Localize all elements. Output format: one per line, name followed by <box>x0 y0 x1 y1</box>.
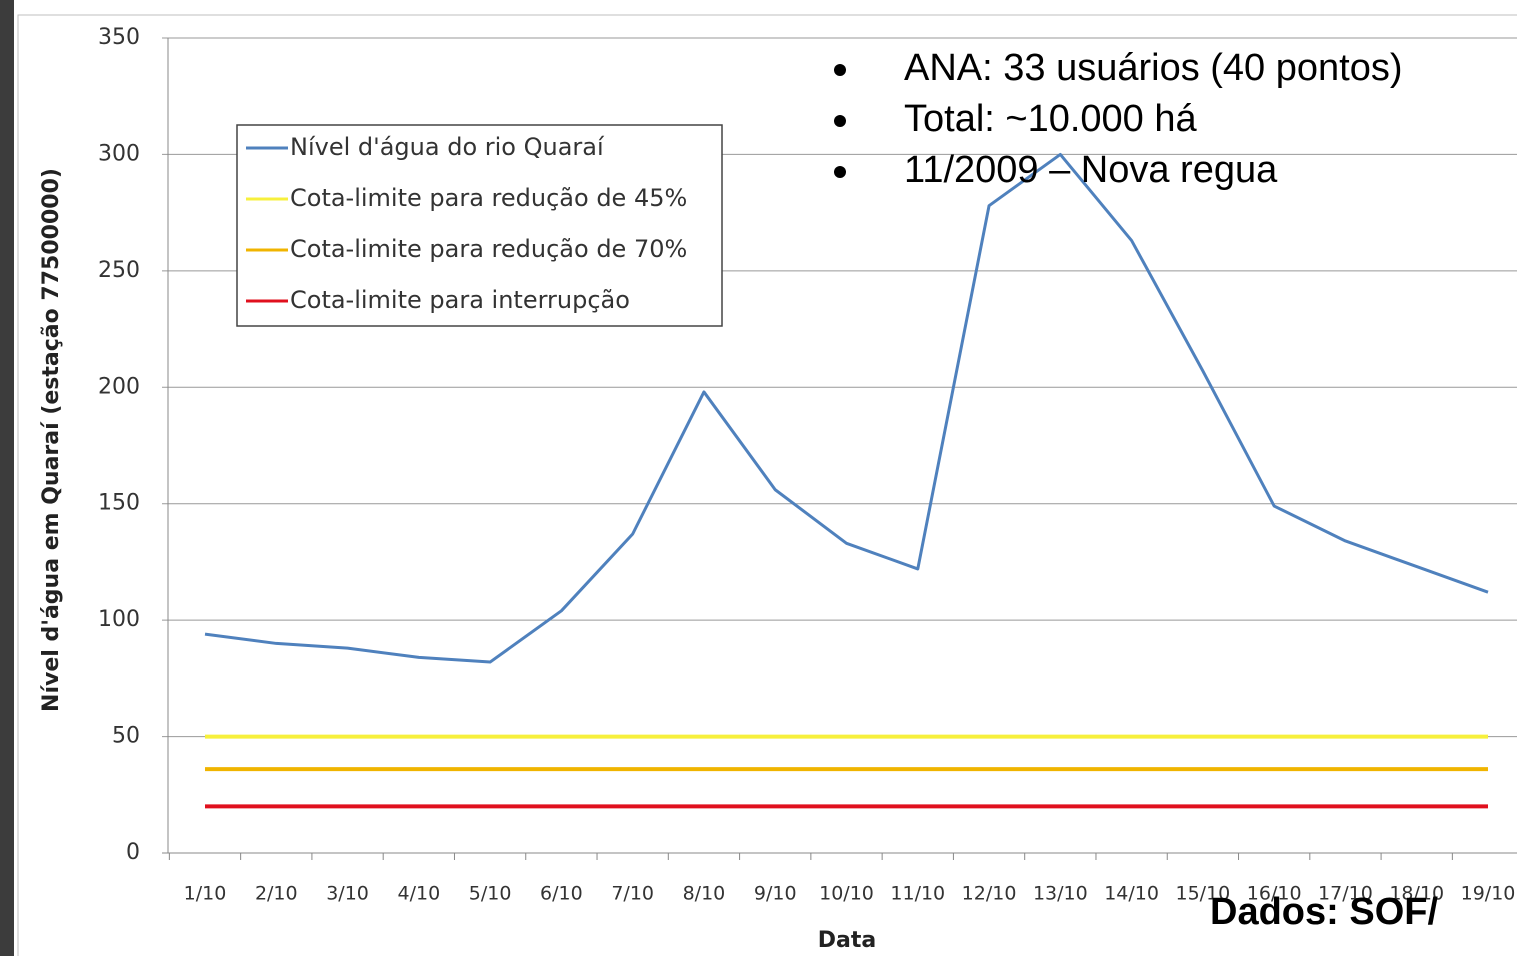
series-line <box>204 152 1489 664</box>
legend-label: Cota-limite para interrupção <box>290 286 630 314</box>
bullet <box>834 166 846 178</box>
x-tick-label: 19/10 <box>1461 883 1516 905</box>
x-tick-label: 10/10 <box>819 883 874 905</box>
x-tick-label: 5/10 <box>469 883 512 905</box>
x-tick-label: 14/10 <box>1104 883 1159 905</box>
x-tick-label: 1/10 <box>184 883 227 905</box>
x-tick-label: 17/10 <box>1318 883 1373 905</box>
x-tick-label: 4/10 <box>397 883 440 905</box>
y-tick-label: 250 <box>98 258 140 283</box>
x-tick-label: 6/10 <box>540 883 583 905</box>
x-tick-label: 12/10 <box>962 883 1017 905</box>
legend-label: Nível d'água do rio Quaraí <box>290 133 605 161</box>
annotation: Total: ~10.000 há <box>904 98 1197 140</box>
x-tick-label: 7/10 <box>611 883 654 905</box>
y-tick-label: 300 <box>98 141 140 166</box>
x-tick-label: 8/10 <box>683 883 726 905</box>
x-tick-label: 13/10 <box>1033 883 1088 905</box>
y-axis-label: Nível d'água em Quaraí (estação 77500000… <box>39 168 64 712</box>
source-note: Dados: SOF/ <box>1210 891 1438 933</box>
y-tick-label: 350 <box>98 25 140 50</box>
x-tick-label: 3/10 <box>326 883 369 905</box>
x-tick-label: 2/10 <box>255 883 298 905</box>
x-tick-label: 15/10 <box>1176 883 1231 905</box>
x-tick-label: 18/10 <box>1389 883 1444 905</box>
x-tick-label: 11/10 <box>890 883 945 905</box>
bullet <box>834 64 846 76</box>
y-tick-label: 0 <box>126 840 140 865</box>
annotation: ANA: 33 usuários (40 pontos) <box>904 47 1403 89</box>
bullet <box>834 115 846 127</box>
y-tick-label: 200 <box>98 374 140 399</box>
legend-label: Cota-limite para redução de 45% <box>290 184 687 212</box>
legend-label: Cota-limite para redução de 70% <box>290 235 687 263</box>
x-tick-label: 16/10 <box>1247 883 1302 905</box>
side-strip <box>0 0 14 956</box>
y-tick-label: 150 <box>98 491 140 516</box>
y-tick-label: 50 <box>112 724 140 749</box>
annotation: 11/2009 – Nova regua <box>904 149 1278 191</box>
legend-box <box>236 124 723 327</box>
y-tick-label: 100 <box>98 607 140 632</box>
x-tick-label: 9/10 <box>754 883 797 905</box>
x-axis-label: Data <box>818 928 876 953</box>
